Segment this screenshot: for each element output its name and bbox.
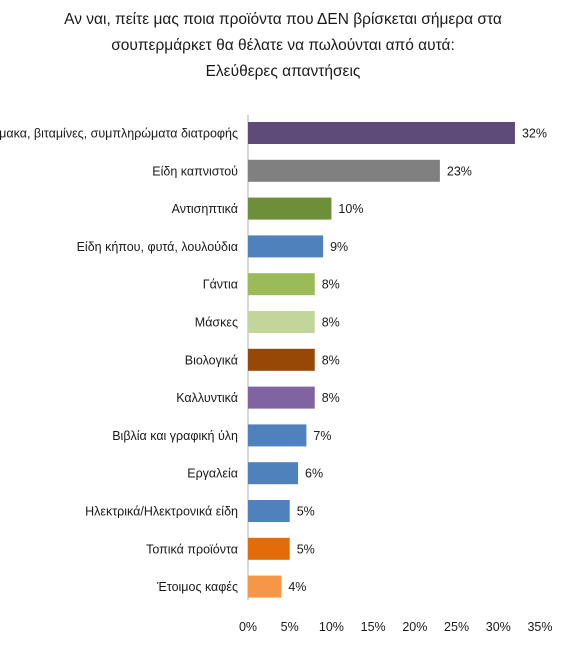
x-tick-label-7: 35% — [527, 620, 552, 634]
bar-6 — [248, 348, 315, 371]
chart-title-line-3: Ελεύθερες απαντήσεις — [206, 63, 361, 80]
chart-title-line-2: σουπερμάρκετ θα θέλατε να πωλούνται από … — [111, 37, 455, 54]
value-label-1: 23% — [447, 164, 472, 178]
x-tick-label-6: 30% — [486, 620, 511, 634]
value-label-3: 9% — [330, 240, 348, 254]
value-label-5: 8% — [322, 316, 340, 330]
bar-10 — [248, 500, 290, 522]
bar-4 — [248, 273, 315, 296]
value-label-7: 8% — [322, 391, 340, 405]
value-label-6: 8% — [322, 353, 340, 367]
category-label-2: Αντισηπτικά — [172, 202, 238, 216]
category-labels: Φάρμακα, βιταμίνες, συμπληρώματα διατροφ… — [0, 127, 238, 595]
category-label-0: Φάρμακα, βιταμίνες, συμπληρώματα διατροφ… — [0, 127, 238, 141]
bar-12 — [248, 575, 282, 598]
category-label-11: Τοπικά προϊόντα — [146, 542, 238, 556]
x-tick-label-0: 0% — [239, 620, 257, 634]
bar-9 — [248, 462, 299, 485]
value-labels: 32% 23% 10% 9% 8% 8% 8% 8% 7% 6% 5% 5% 4% — [288, 127, 547, 595]
value-label-10: 5% — [297, 505, 315, 519]
bar-3 — [248, 235, 324, 258]
value-label-0: 32% — [522, 127, 547, 141]
bars-group — [248, 122, 515, 598]
value-label-2: 10% — [338, 202, 363, 216]
value-label-11: 5% — [297, 542, 315, 556]
value-label-12: 4% — [288, 580, 306, 594]
category-label-4: Γάντια — [203, 278, 238, 292]
x-tick-label-3: 15% — [361, 620, 386, 634]
x-tick-label-1: 5% — [281, 620, 299, 634]
x-tick-label-4: 20% — [402, 620, 427, 634]
category-label-6: Βιολογικά — [185, 353, 238, 367]
category-label-5: Μάσκες — [195, 316, 238, 330]
bar-5 — [248, 311, 315, 333]
category-label-8: Βιβλία και γραφική ύλη — [112, 429, 238, 443]
bar-2 — [248, 197, 332, 220]
category-label-1: Είδη καπνιστού — [152, 164, 238, 178]
x-axis-tick-labels: 0% 5% 10% 15% 20% 25% 30% 35% — [239, 620, 553, 634]
bar-0 — [248, 122, 515, 144]
category-label-3: Είδη κήπου, φυτά, λουλούδια — [77, 240, 238, 254]
chart-title: Αν ναι, πείτε μας ποια προϊόντα που ΔΕΝ … — [64, 11, 502, 80]
category-label-7: Καλλυντικά — [176, 391, 238, 405]
value-label-9: 6% — [305, 467, 323, 481]
chart-title-line-1: Αν ναι, πείτε μας ποια προϊόντα που ΔΕΝ … — [64, 11, 502, 28]
value-label-8: 7% — [313, 429, 331, 443]
bar-1 — [248, 159, 440, 182]
x-tick-label-2: 10% — [319, 620, 344, 634]
bar-7 — [248, 386, 315, 409]
x-tick-label-5: 25% — [444, 620, 469, 634]
category-label-9: Εργαλεία — [187, 467, 238, 481]
category-label-10: Ηλεκτρικά/Ηλεκτρονικά είδη — [85, 505, 238, 519]
bar-8 — [248, 424, 307, 447]
category-label-12: Έτοιμος καφές — [156, 580, 238, 594]
value-label-4: 8% — [322, 278, 340, 292]
bar-11 — [248, 537, 290, 560]
